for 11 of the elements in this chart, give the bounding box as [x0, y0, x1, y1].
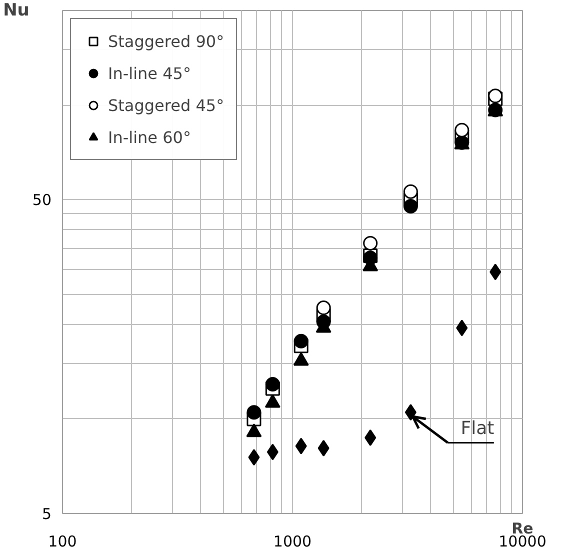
legend-label: In-line 45°: [108, 64, 191, 82]
legend-label: In-line 60°: [108, 128, 191, 146]
x-tick-label: 10000: [498, 532, 546, 550]
x-tick-label: 1000: [273, 532, 312, 550]
legend-label: Staggered 45°: [108, 96, 224, 114]
y-tick-label: 5: [42, 505, 52, 523]
x-tick-label: 100: [48, 532, 77, 550]
legend-label: Staggered 90°: [108, 32, 224, 50]
annotation: Flat: [460, 418, 494, 439]
y-axis-title: Nu: [3, 0, 30, 20]
y-tick-label: 50: [32, 191, 52, 210]
